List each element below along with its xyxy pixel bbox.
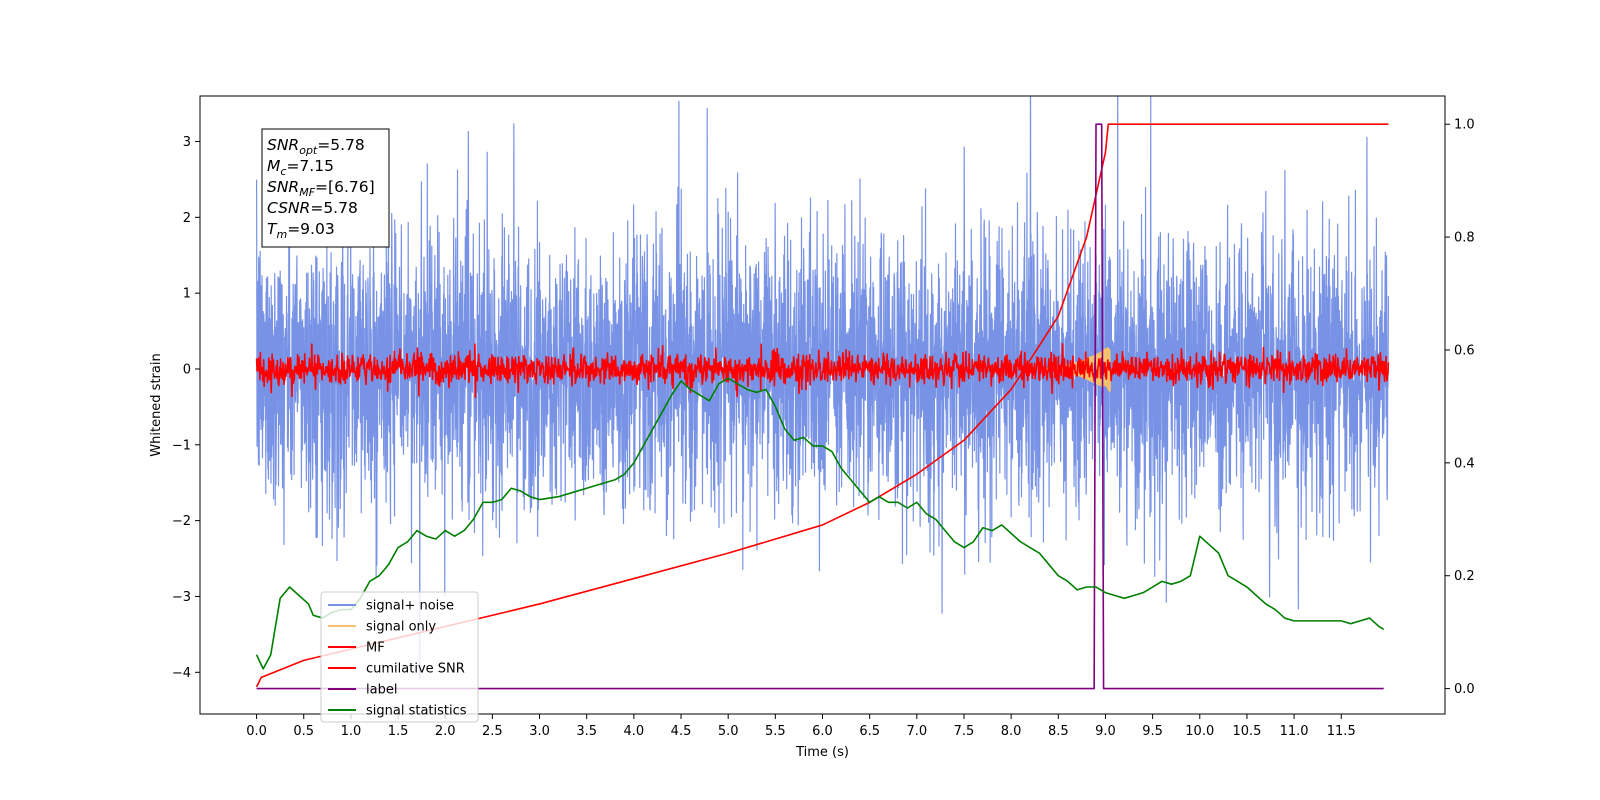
y-right-tick-label: 0.8	[1454, 231, 1475, 246]
x-tick-label: 3.5	[576, 724, 597, 739]
x-axis: 0.0 0.5 1.0 1.5 2.0 2.5 3.0 3.5 4.0 4.5 5.0 5.5 6.0 6…	[246, 714, 1356, 739]
y-left-tick-label: 3	[183, 135, 191, 150]
annotation-frame	[261, 128, 390, 248]
series-mf	[255, 342, 1390, 399]
x-tick-label: 5.5	[765, 724, 786, 739]
x-tick-label: 6.5	[859, 724, 880, 739]
x-tick-label: 10.5	[1232, 724, 1261, 739]
annotation-line: SNRMF=[6.76]	[267, 178, 375, 199]
legend-item-signal-only: signal only	[366, 620, 436, 635]
annotation-line: Mc=7.15	[267, 157, 334, 178]
series-signal-statistics	[255, 377, 1385, 670]
legend-item-cumilative-snr: cumilative SNR	[366, 662, 465, 677]
legend-item-signal-statistics: signal statistics	[366, 704, 467, 719]
legend: signal+ noise signal only MF cumilative SNR…	[320, 591, 479, 723]
series-label	[256, 123, 1384, 690]
y-right-tick-label: 0.6	[1454, 343, 1475, 358]
legend-frame	[320, 591, 479, 723]
x-tick-label: 4.0	[624, 724, 645, 739]
y-left-tick-label: 0	[183, 362, 191, 377]
x-tick-label: 7.5	[954, 724, 975, 739]
x-tick-label: 9.5	[1142, 724, 1163, 739]
x-tick-label: 3.0	[529, 724, 550, 739]
y-left-tick-label: 2	[183, 211, 191, 226]
series-signal-noise	[255, 96, 1390, 680]
annotation-line: SNRopt=5.78	[267, 136, 365, 157]
x-tick-label: 11.5	[1327, 724, 1356, 739]
annotation-line: CSNR=5.78	[267, 199, 358, 217]
y-left-tick-label: −1	[172, 438, 191, 453]
x-tick-label: 0.5	[293, 724, 314, 739]
x-tick-label: 4.5	[671, 724, 692, 739]
x-tick-label: 11.0	[1280, 724, 1309, 739]
x-tick-label: 1.0	[341, 724, 362, 739]
y-right-tick-label: 0.0	[1454, 682, 1475, 697]
annotation-line: Tm=9.03	[267, 220, 335, 241]
y-left-tick-label: −4	[172, 666, 191, 681]
x-tick-label: 8.5	[1048, 724, 1069, 739]
y-axis-label: Whitened strain	[149, 353, 164, 456]
y-axis-left: 3 2 1 0 −1 −2 −3 −4	[172, 135, 200, 681]
y-right-tick-label: 0.4	[1454, 456, 1475, 471]
x-tick-label: 10.0	[1185, 724, 1214, 739]
y-right-tick-label: 1.0	[1454, 118, 1475, 133]
y-axis-right: 1.0 0.8 0.6 0.4 0.2 0.0	[1445, 118, 1475, 697]
x-tick-label: 5.0	[718, 724, 739, 739]
y-left-tick-label: 1	[183, 287, 191, 302]
x-axis-label: Time (s)	[795, 745, 849, 760]
y-right-tick-label: 0.2	[1454, 569, 1475, 584]
x-tick-label: 8.0	[1001, 724, 1022, 739]
x-tick-label: 9.0	[1095, 724, 1116, 739]
legend-item-mf: MF	[366, 641, 385, 656]
legend-item-signal-noise: signal+ noise	[366, 599, 454, 614]
x-tick-label: 1.5	[388, 724, 409, 739]
x-tick-label: 6.0	[812, 724, 833, 739]
legend-item-label: label	[366, 683, 397, 698]
y-left-tick-label: −2	[172, 514, 191, 529]
x-tick-label: 0.0	[246, 724, 267, 739]
x-tick-label: 7.0	[906, 724, 927, 739]
y-left-tick-label: −3	[172, 590, 191, 605]
x-tick-label: 2.5	[482, 724, 503, 739]
x-tick-label: 2.0	[435, 724, 456, 739]
